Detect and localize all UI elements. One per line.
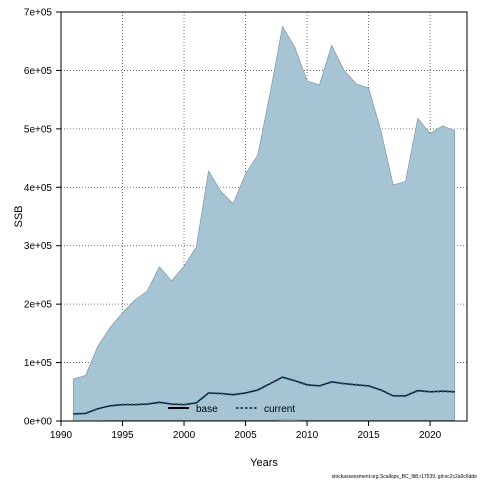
y-tick-label: 6e+05 [24,66,53,77]
y-tick-label: 3e+05 [24,241,53,252]
x-tick-label: 2010 [296,430,319,441]
series-line-current [73,376,455,415]
y-tick-label: 0e+00 [24,417,53,428]
legend-label-current: current [264,404,295,415]
y-tick-label: 4e+05 [24,183,53,194]
y-tick-label: 5e+05 [24,124,53,135]
x-tick-label: 2020 [419,430,442,441]
x-axis-label: Years [250,457,278,469]
x-axis: 1990 1995 2000 2005 2010 2015 2020 [50,421,442,441]
x-tick-label: 1995 [111,430,134,441]
x-tick-label: 1990 [50,430,73,441]
x-tick-label: 2000 [173,430,196,441]
y-tick-label: 1e+05 [24,358,53,369]
x-tick-label: 2015 [357,430,380,441]
legend: base current [168,404,295,415]
plot-frame [60,11,468,422]
x-tick-label: 2005 [234,430,257,441]
confidence-band [72,25,456,422]
footer-credit: stockassessment.org,Scallops_BC_fit8,r17… [332,474,478,480]
y-tick-label: 2e+05 [24,300,53,311]
y-axis-label: SSB [13,205,25,227]
y-axis: 0e+00 1e+05 2e+05 3e+05 4e+05 5e+05 6e+05 7e+05 [24,8,61,428]
y-tick-label: 7e+05 [24,8,53,19]
legend-label-base: base [196,404,218,415]
